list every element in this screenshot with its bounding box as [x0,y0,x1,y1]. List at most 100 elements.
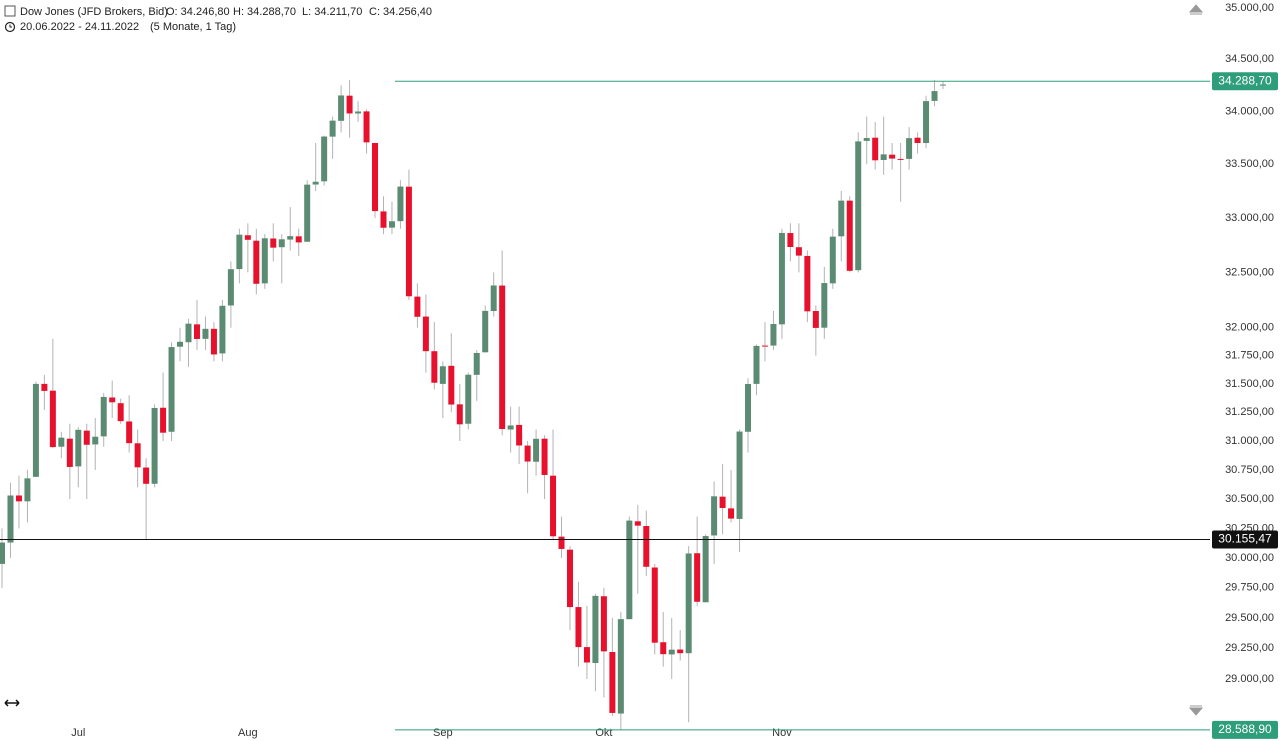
candle-body [321,136,328,182]
candle-body [227,269,234,306]
price-tag [1212,530,1278,549]
candle-body [617,619,624,714]
candle-body [134,443,141,468]
candle-body [490,285,497,312]
candle-body [634,521,641,526]
candle-body [736,431,743,519]
candle-body [473,352,480,375]
scroll-up[interactable] [1188,4,1204,15]
candle-body [516,424,523,446]
y-tick-label: 33.000,00 [1225,212,1274,224]
candle-body [83,430,90,445]
candle-body [668,649,675,655]
candle-body [711,496,718,536]
price-tag [1212,72,1278,91]
candle-body [448,365,455,405]
candle-body [414,296,421,317]
y-tick-label: 35.000,00 [1225,2,1274,14]
candle-body [253,240,260,284]
candle-body [923,101,930,143]
candle-body [219,305,226,354]
candle-body [804,255,811,312]
resize-icon[interactable] [4,699,20,707]
x-tick-label: Aug [238,727,258,739]
candle-body [702,536,709,603]
candle-body [846,200,853,271]
candle-body [143,467,150,484]
candle-body [872,137,879,161]
price-tag-label: 30.155,47 [1218,532,1272,546]
candle-body [694,553,701,602]
y-tick-label: 32.000,00 [1225,322,1274,334]
candle-body [550,475,557,537]
candle-body [58,437,65,447]
candle-body [295,236,302,243]
candle-body [439,366,446,384]
candle-body [126,421,133,444]
y-tick-label: 34.500,00 [1225,53,1274,65]
candle-body [465,374,472,424]
candle-body [380,211,387,228]
ohlc-label: L: 34.211,70 [302,6,362,18]
candle-body [397,186,404,222]
candle-body [244,235,251,240]
candle-body [278,239,285,248]
y-tick-label: 30.000,00 [1225,552,1274,564]
candle-body [363,111,370,143]
candle-body [795,247,802,256]
price-tag-label: 28.588,90 [1218,722,1272,736]
candle-body [202,328,209,339]
ohlc-label: C: 34.256,40 [369,6,432,18]
candle-body [66,438,73,467]
y-tick-label: 32.500,00 [1225,266,1274,278]
date-range: 20.06.2022 - 24.11.2022 [20,21,139,33]
candle-body [193,324,200,339]
candle-body [753,345,760,384]
clock-hand [9,24,12,28]
candle-body [431,351,438,383]
candle-body [177,341,184,347]
period: (5 Monate, 1 Tag) [150,21,236,33]
ohlc-label: H: 34.288,70 [233,6,296,18]
candle-body [405,186,412,297]
scroll-down[interactable] [1188,705,1204,716]
candle-body [940,84,946,86]
candle-body [422,316,429,352]
y-tick-label: 31.500,00 [1225,378,1274,390]
candle-body [685,553,692,654]
y-tick-label: 29.750,00 [1225,582,1274,594]
candle-body [15,495,22,502]
candle-body [355,111,362,114]
candle-body [210,328,217,355]
candle-body [160,407,167,433]
clock-icon [4,21,16,33]
candle-body [117,403,124,422]
candle-body [855,141,862,271]
candle-body [524,445,531,462]
candle-body [287,236,294,240]
candle-body [507,425,514,430]
candle-body [745,383,752,432]
candle-body [338,95,345,121]
candle-body [49,390,56,448]
x-tick-label: Okt [595,727,612,739]
y-tick-label: 34.000,00 [1225,105,1274,117]
candle-body [626,520,633,620]
y-tick-label: 29.250,00 [1225,642,1274,654]
candle-body [575,607,582,648]
candle-body [600,596,607,652]
candle-body [821,283,828,328]
candle-body [829,236,836,284]
candle-body [643,526,650,567]
candle-body [812,311,819,328]
candle-body [151,407,158,484]
candle-body [32,383,39,477]
candle-body [863,138,870,141]
candle-body [499,285,506,430]
x-tick-label: Jul [71,727,85,739]
candle-body [770,324,777,346]
candle-body [728,508,735,519]
candle-body [482,310,489,353]
chart-icon[interactable] [4,5,16,17]
